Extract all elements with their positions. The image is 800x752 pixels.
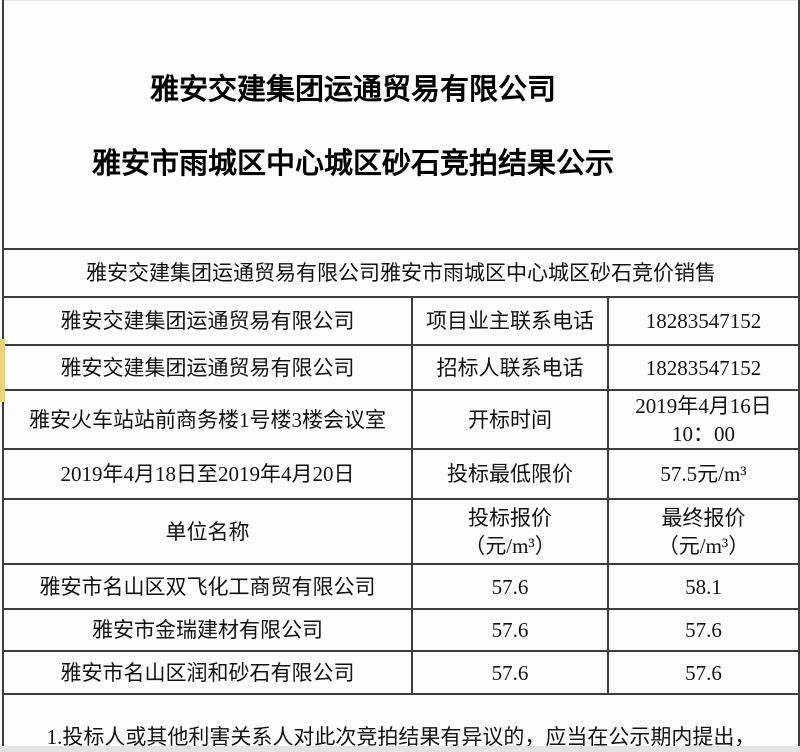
bidder-1-final-price: 58.1 [606,563,800,610]
note-objection-paragraph: 1.投标人或其他利害关系人对此次竞拍结果有异议的，应当在公示期内提出， 招标人应… [46,725,756,749]
subtitle-row: 雅安交建集团运通贸易有限公司雅安市雨城区中心城区砂石竞价销售 [1,248,800,298]
min-price-label: 投标最低限价 [411,448,609,500]
bidder-1-bid-price: 57.6 [411,563,609,610]
info-row-min-price: 2019年4月18日至2019年4月20日 投标最低限价 57.5元/m³ [2,448,800,500]
bidder-2-company: 雅安市金瑞建材有限公司 [2,608,413,652]
column-header-company: 单位名称 [2,498,413,565]
page-title-line2: 雅安市雨城区中心城区砂石竞拍结果公示 [91,148,614,180]
column-header-final-price: 最终报价 （元/m³） [606,498,800,565]
bid-row-2: 雅安市金瑞建材有限公司 57.6 57.6 [2,608,800,652]
bid-opening-venue: 雅安火车站站前商务楼1号楼3楼会议室 [2,389,413,450]
bid-opening-time-label: 开标时间 [411,389,609,450]
bidder-3-bid-price: 57.6 [411,650,609,695]
page-title-line1: 雅安交建集团运通贸易有限公司 [149,74,556,106]
title-cell: 雅安交建集团运通贸易有限公司 雅安市雨城区中心城区砂石竞拍结果公示 [1,0,800,250]
owner-phone-value: 18283547152 [606,296,800,346]
column-header-bid-price: 投标报价 （元/m³） [411,498,609,565]
bid-opening-time-value: 2019年4月16日 10：00 [606,389,800,450]
tenderer-company-name: 雅安交建集团运通贸易有限公司 [2,344,413,391]
page-bottom-edge [0,746,800,752]
bidder-3-company: 雅安市名山区润和砂石有限公司 [2,650,413,695]
notes-section: 1.投标人或其他利害关系人对此次竞拍结果有异议的，应当在公示期内提出， 招标人应… [1,693,800,752]
owner-company-name: 雅安交建集团运通贸易有限公司 [2,296,413,346]
tenderer-phone-value: 18283547152 [606,344,800,391]
info-row-tenderer-phone: 雅安交建集团运通贸易有限公司 招标人联系电话 18283547152 [2,344,800,391]
owner-phone-label: 项目业主联系电话 [411,296,609,346]
info-row-owner-phone: 雅安交建集团运通贸易有限公司 项目业主联系电话 18283547152 [2,296,800,346]
info-row-bid-opening: 雅安火车站站前商务楼1号楼3楼会议室 开标时间 2019年4月16日 10：00 [2,389,800,450]
bid-table-header-row: 单位名称 投标报价 （元/m³） 最终报价 （元/m³） [2,498,800,565]
bid-row-1: 雅安市名山区双飞化工商贸有限公司 57.6 58.1 [2,563,800,610]
publicity-period: 2019年4月18日至2019年4月20日 [2,448,413,500]
yellow-highlight-strip [0,339,5,402]
title-row: 雅安交建集团运通贸易有限公司 雅安市雨城区中心城区砂石竞拍结果公示 [1,0,800,250]
min-price-value: 57.5元/m³ [606,448,800,500]
bid-row-3: 雅安市名山区润和砂石有限公司 57.6 57.6 [2,650,800,695]
notes-row: 1.投标人或其他利害关系人对此次竞拍结果有异议的，应当在公示期内提出， 招标人应… [1,693,800,752]
bidder-2-final-price: 57.6 [606,608,800,652]
bidder-3-final-price: 57.6 [606,650,800,695]
page-title: 雅安交建集团运通贸易有限公司 雅安市雨城区中心城区砂石竞拍结果公示 [8,29,698,220]
tenderer-phone-label: 招标人联系电话 [411,344,609,391]
notice-subtitle: 雅安交建集团运通贸易有限公司雅安市雨城区中心城区砂石竞价销售 [1,248,800,298]
bidder-1-company: 雅安市名山区双飞化工商贸有限公司 [2,563,413,610]
bidder-2-bid-price: 57.6 [411,608,609,652]
